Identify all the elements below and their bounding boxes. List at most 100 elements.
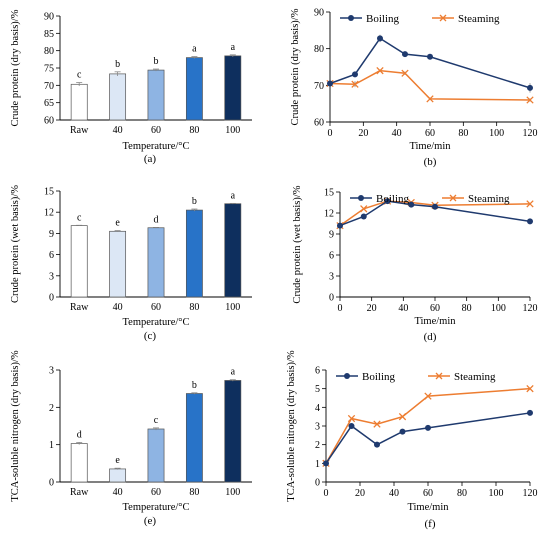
data-point-boiling: [432, 203, 438, 210]
y-tick-label: 80: [44, 46, 54, 57]
significance-letter: b: [115, 59, 120, 70]
y-tick-label: 12: [324, 209, 334, 220]
y-tick-label: 9: [329, 230, 334, 241]
y-tick-label: 70: [44, 81, 54, 92]
y-tick-label: 3: [49, 271, 54, 282]
data-point-steaming: [526, 96, 534, 104]
chart-panel-6: 0 1 2 3 4 5 6 TCA-soluble nitrogen (dry basis)/…: [286, 350, 538, 530]
x-tick-label: 80: [462, 303, 472, 314]
legend-marker-steaming: [439, 14, 447, 22]
x-tick-label: 0: [338, 303, 343, 314]
data-point-boiling: [337, 222, 343, 229]
x-tick-label: 60: [425, 128, 435, 139]
x-tick-label: 80: [189, 487, 199, 498]
y-tick-label: 2: [315, 440, 320, 451]
x-tick-label: Raw: [70, 487, 89, 498]
y-tick-label: 1: [315, 459, 320, 470]
bar-80: [185, 393, 203, 483]
significance-letter: d: [154, 214, 159, 225]
x-tick-label: 100: [489, 488, 504, 499]
y-tick-label: 60: [314, 118, 324, 129]
x-tick-label: 60: [151, 302, 161, 313]
y-tick-label: 65: [44, 98, 54, 109]
x-tick-label: 80: [189, 125, 199, 136]
bar-40: [109, 468, 127, 483]
y-axis-label: Crude protein (dry basis)/%: [290, 8, 301, 125]
panel-label: (b): [424, 156, 437, 168]
bar-100: [224, 203, 242, 298]
y-axis-label: TCA-soluble nitrogen (dry basis)/%: [10, 350, 21, 502]
x-tick-label: 100: [225, 487, 240, 498]
chart-panel-4: 0 3 6 9 12 15 Crude protein (wet basis)/% Time/…: [292, 185, 538, 343]
data-point-steaming: [401, 69, 409, 77]
legend-marker-steaming: [435, 372, 443, 380]
y-tick-label: 70: [314, 81, 324, 92]
x-tick-label: 80: [457, 488, 467, 499]
y-tick-label: 80: [314, 44, 324, 55]
chart-panel-5: 0 1 2 3 TCA-soluble nitrogen (dry basis)/% Te…: [10, 350, 252, 527]
x-tick-label: 40: [113, 302, 123, 313]
data-point-boiling: [377, 35, 383, 42]
y-tick-label: 15: [44, 187, 54, 198]
y-tick-label: 0: [49, 293, 54, 304]
series-line-steaming: [325, 387, 531, 464]
x-tick-label: 20: [367, 303, 377, 314]
series-line-steaming: [339, 200, 531, 227]
x-tick-label: 40: [113, 487, 123, 498]
data-point-steaming: [373, 420, 381, 428]
data-point-boiling: [399, 428, 406, 435]
x-tick-label: 0: [324, 488, 329, 499]
significance-letter: b: [192, 196, 197, 207]
data-point-boiling: [374, 441, 380, 448]
bar-60: [147, 227, 165, 298]
bar-40: [109, 73, 127, 121]
legend-label-boiling: Boiling: [376, 193, 410, 205]
x-tick-label: 100: [225, 125, 240, 136]
legend-marker-steaming: [449, 194, 457, 202]
data-point-steaming: [347, 414, 356, 423]
bar-100: [224, 380, 242, 483]
x-tick-label: 60: [151, 125, 161, 136]
y-tick-label: 3: [329, 272, 334, 283]
data-point-boiling: [427, 53, 433, 60]
chart-panel-2: 60 70 80 90 Crude protein (dry basis)/% Time/…: [290, 8, 538, 169]
y-tick-label: 4: [315, 403, 320, 414]
significance-letter: c: [77, 212, 82, 223]
data-point-boiling: [348, 423, 355, 429]
y-tick-label: 6: [49, 250, 54, 261]
panel-label: (f): [425, 518, 436, 530]
significance-letter: b: [154, 56, 159, 67]
y-tick-label: 60: [44, 116, 54, 127]
data-point-boiling: [360, 213, 367, 220]
bar-60: [147, 69, 165, 121]
y-tick-label: 75: [44, 64, 54, 75]
bar-80: [185, 57, 203, 121]
y-tick-label: 0: [329, 293, 334, 304]
panel-label: (e): [144, 515, 157, 527]
y-tick-label: 1: [49, 440, 54, 451]
x-tick-label: 120: [523, 128, 538, 139]
series-line-boiling: [329, 37, 531, 89]
bar-40: [109, 230, 127, 298]
x-axis-label: Temperature/°C: [122, 317, 189, 328]
y-tick-label: 6: [315, 366, 320, 377]
chart-panel-3: 0 3 6 9 12 15 Crude protein (wet basis)/% Tempe…: [10, 185, 252, 342]
y-tick-label: 6: [329, 251, 334, 262]
x-tick-label: Raw: [70, 125, 89, 136]
bar-Raw: [70, 443, 88, 483]
data-point-boiling: [402, 51, 408, 58]
series-line-boiling: [339, 200, 531, 227]
x-tick-label: 40: [389, 488, 399, 499]
y-tick-label: 15: [324, 188, 334, 199]
x-tick-label: 80: [458, 128, 468, 139]
x-tick-label: 120: [523, 488, 538, 499]
significance-letter: a: [231, 367, 236, 378]
x-tick-label: 60: [430, 303, 440, 314]
y-tick-label: 9: [49, 229, 54, 240]
data-point-steaming: [360, 205, 368, 213]
significance-letter: e: [115, 218, 120, 229]
data-point-steaming: [526, 385, 534, 393]
x-tick-label: 80: [189, 302, 199, 313]
bar-80: [185, 209, 203, 298]
bar-100: [224, 55, 242, 121]
